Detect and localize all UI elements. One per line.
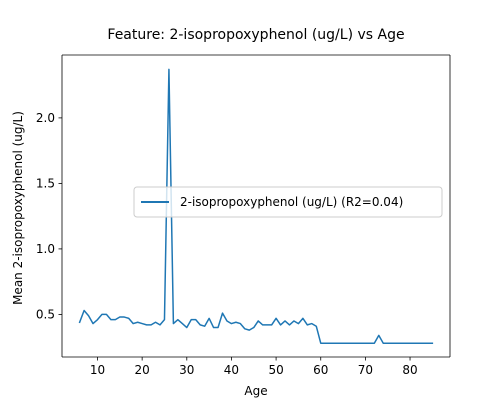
x-tick-label: 20	[135, 363, 150, 377]
series-layer	[78, 68, 434, 344]
y-tick-label: 1.0	[36, 242, 55, 256]
y-tick-label: 2.0	[36, 111, 55, 125]
x-tick-label: 70	[358, 363, 373, 377]
x-tick-label: 10	[90, 363, 105, 377]
x-tick-label: 30	[179, 363, 194, 377]
x-tick-label: 80	[402, 363, 417, 377]
legend-label: 2-isopropoxyphenol (ug/L) (R2=0.04)	[180, 195, 403, 209]
x-axis-label: Age	[244, 384, 267, 398]
legend-box	[133, 186, 443, 218]
series-line-0	[78, 68, 434, 344]
y-tick-label: 0.5	[36, 307, 55, 321]
x-tick-label: 40	[224, 363, 239, 377]
legend: 2-isopropoxyphenol (ug/L) (R2=0.04)	[133, 186, 443, 218]
y-tick-label: 1.5	[36, 176, 55, 190]
x-tick-label: 50	[268, 363, 283, 377]
chart-title: Feature: 2-isopropoxyphenol (ug/L) vs Ag…	[107, 27, 404, 43]
axes	[61, 54, 451, 358]
ticks: 10 20 30 40 50 60 70 80 0.5 1.0 1.5 2.0	[36, 111, 418, 377]
y-axis-label: Mean 2-isopropoxyphenol (ug/L)	[11, 111, 25, 305]
x-tick-label: 60	[313, 363, 328, 377]
